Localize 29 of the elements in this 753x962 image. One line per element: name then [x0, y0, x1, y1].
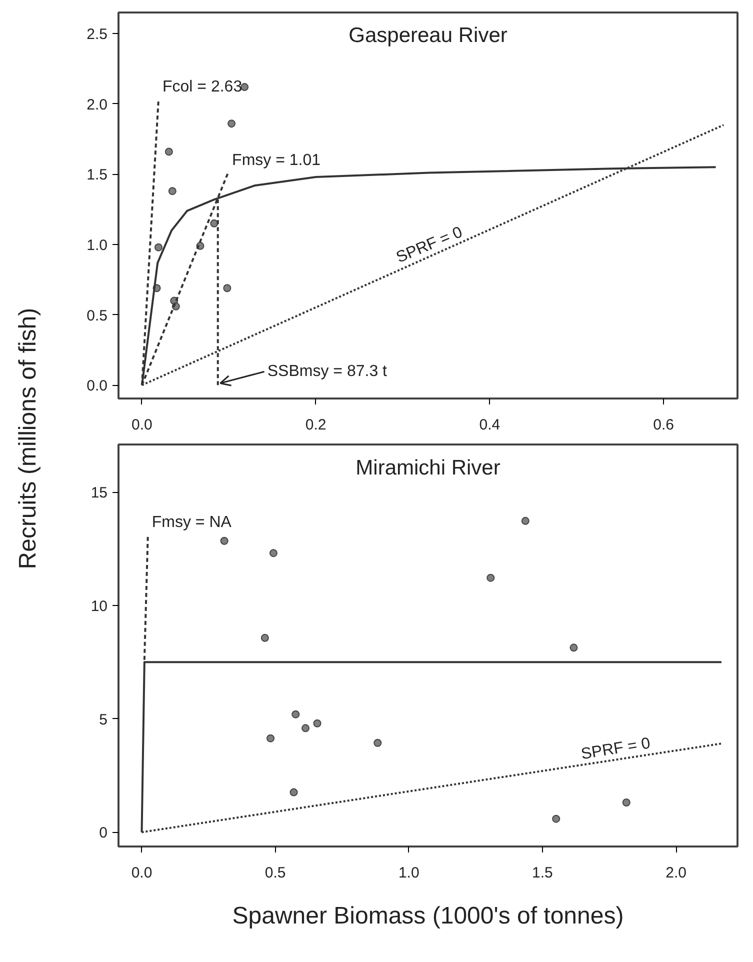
series-label: Fmsy = 1.01 [232, 152, 321, 169]
y-tick-label: 1.0 [86, 237, 108, 254]
x-tick-label: 0.5 [264, 864, 286, 882]
text: SPRF = 0 [580, 735, 652, 764]
y-tick-label: 15 [90, 484, 108, 502]
x-tick-label: 0.2 [305, 416, 326, 434]
y-tick-label: 5 [99, 711, 108, 728]
y-tick-label: 0.5 [86, 307, 108, 324]
x-tick-label: 1.0 [398, 864, 420, 882]
text: SPRF = 0 [394, 224, 466, 267]
x-tick-label: 0.0 [131, 864, 152, 882]
x-tick-label: 0.4 [479, 416, 500, 434]
x-tick-label: 0.6 [653, 416, 674, 434]
text: SSBmsy = 87.3 t [267, 363, 388, 380]
series-label: Fcol = 2.63 [162, 78, 242, 96]
x-tick-label: 0.0 [132, 416, 152, 434]
y-tick-label: 0.0 [86, 378, 108, 395]
x-tick-label: 2.0 [666, 864, 686, 882]
series-label: Fmsy = NA [152, 514, 232, 532]
y-tick-label: 0 [99, 824, 108, 842]
x-axis-title: Spawner Biomass (1000's of tonnes) [232, 902, 624, 930]
y-tick-label: 1.5 [86, 166, 108, 184]
text: Gaspereau River [348, 24, 508, 48]
text: Miramichi River [356, 456, 500, 480]
y-axis-title: Recruits (millions of fish) [14, 308, 42, 570]
x-tick-label: 1.5 [532, 864, 553, 882]
y-tick-label: 2.0 [86, 96, 108, 114]
y-tick-label: 2.5 [86, 26, 108, 44]
y-tick-label: 10 [90, 598, 108, 615]
